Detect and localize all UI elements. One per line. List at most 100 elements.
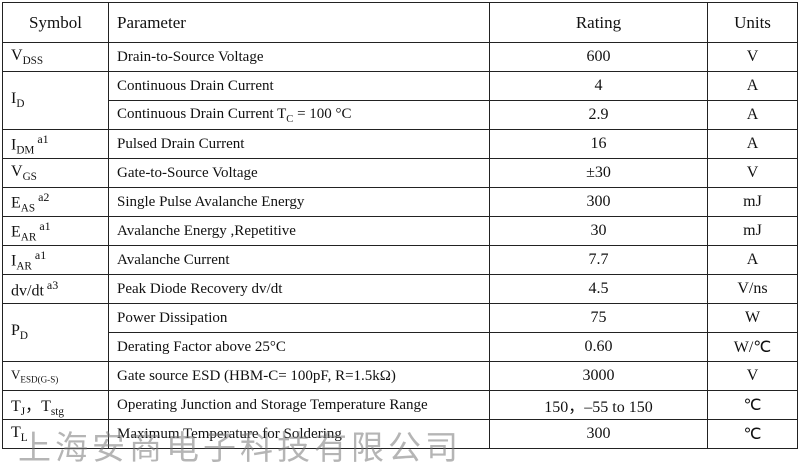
symbol-cell: ID: [2, 71, 109, 130]
rating-cell: 4: [489, 71, 708, 101]
units-cell: A: [707, 100, 798, 130]
text-sup: a2: [38, 189, 50, 204]
text-text: Peak Diode Recovery dv/dt: [117, 280, 283, 297]
rating-cell: 300: [489, 419, 708, 449]
rating-cell: 75: [489, 303, 708, 333]
text-sub: stg: [50, 406, 64, 419]
text-text: dv/dt: [11, 282, 44, 300]
parameter-cell: Continuous Drain Current TC = 100 °C: [108, 100, 490, 130]
text-sub: DM: [16, 144, 35, 157]
units-cell: A: [707, 129, 798, 159]
symbol-cell: TL: [2, 419, 109, 449]
text-text: P: [11, 322, 20, 340]
text-text: Derating Factor above 25°C: [117, 338, 286, 355]
text-sub: C: [286, 113, 294, 125]
parameter-cell: Avalanche Current: [108, 245, 490, 275]
text-sub: AR: [20, 231, 37, 244]
parameter-cell: Pulsed Drain Current: [108, 129, 490, 159]
text-text: Gate source ESD (HBM-C= 100pF, R=1.5kΩ): [117, 367, 396, 384]
parameter-cell: Avalanche Energy ,Repetitive: [108, 216, 490, 246]
units-cell: V/ns: [707, 274, 798, 304]
symbol-cell: VESD(G-S): [2, 361, 109, 391]
symbol-cell: IDMa1: [2, 129, 109, 159]
row: TJ，Tstg Operating Junction and Storage Te…: [2, 390, 798, 420]
parameter-cell: Derating Factor above 25°C: [108, 332, 490, 362]
text-sub: AR: [16, 260, 32, 273]
units-cell: V: [707, 158, 798, 188]
rating-cell: 30: [489, 216, 708, 246]
row: Derating Factor above 25°C 0.60 W/℃: [3, 332, 798, 362]
rating-cell: ±30: [489, 158, 708, 188]
units-cell: ℃: [707, 390, 798, 420]
header-cell: Symbol: [2, 2, 109, 43]
row: VGS Gate-to-Source Voltage ±30 V: [2, 158, 798, 188]
text-sub: J: [20, 406, 26, 419]
text-sub: DSS: [22, 55, 44, 68]
text-sub: D: [19, 330, 28, 343]
rating-cell: 4.5: [489, 274, 708, 304]
rating-cell: 3000: [489, 361, 708, 391]
symbol-cell: PD: [2, 303, 109, 362]
symbol-cell: IARa1: [2, 245, 109, 275]
rating-cell: 2.9: [489, 100, 708, 130]
row: VESD(G-S) Gate source ESD (HBM-C= 100pF, …: [2, 361, 798, 391]
symbol-cell: VGS: [2, 158, 109, 188]
text-sub: AS: [20, 202, 36, 215]
text-sup: a1: [39, 218, 51, 233]
text-sub: GS: [22, 171, 37, 184]
ratings-table: Symbol Parameter Rating Units VDSS Drain-to-S…: [2, 2, 798, 449]
text-sup: a1: [34, 247, 47, 262]
text-text: Operating Junction and Storage Temperatu…: [117, 396, 428, 413]
text-sub: L: [20, 432, 28, 445]
parameter-cell: Maximum Temperature for Soldering: [108, 419, 490, 449]
text-text: V: [11, 46, 23, 64]
parameter-cell: Gate source ESD (HBM-C= 100pF, R=1.5kΩ): [108, 361, 490, 391]
row: PD Power Dissipation 75 W: [2, 303, 798, 362]
units-cell: A: [707, 245, 798, 275]
row: dv/dt a3 Peak Diode Recovery dv/dt 4.5 V/ns: [2, 274, 798, 304]
text-text: Pulsed Drain Current: [117, 135, 245, 152]
row: Continuous Drain Current TC = 100 °C 2.9 A: [3, 100, 798, 130]
row: TL Maximum Temperature for Soldering 300 ℃: [2, 419, 798, 449]
parameter-cell: Drain-to-Source Voltage: [108, 42, 490, 72]
rating-cell: 300: [489, 187, 708, 217]
text-text: I: [11, 252, 17, 270]
units-cell: W/℃: [707, 332, 798, 362]
rating-cell: 0.60: [489, 332, 708, 362]
header-cell: Units: [707, 2, 798, 43]
symbol-cell: EASa2: [2, 187, 109, 217]
text-text: T: [11, 397, 21, 415]
symbol-cell: VDSS: [2, 42, 109, 72]
rating-cell: 150，–55 to 150: [489, 390, 708, 420]
row: VDSS Drain-to-Source Voltage 600 V: [2, 42, 798, 72]
parameter-cell: Gate-to-Source Voltage: [108, 158, 490, 188]
text-text: I: [11, 90, 17, 108]
text-text: Drain-to-Source Voltage: [117, 48, 264, 65]
text-text: Power Dissipation: [117, 309, 228, 326]
text-text: Continuous Drain Current: [117, 77, 274, 94]
text-text: Avalanche Current: [117, 251, 230, 268]
text-sub: D: [16, 98, 25, 111]
text-text: Continuous Drain Current T: [117, 105, 287, 122]
text-sup: a1: [37, 131, 49, 146]
text-text: = 100 °C: [293, 105, 352, 122]
text-text: Gate-to-Source Voltage: [117, 164, 258, 181]
symbol-cell: TJ，Tstg: [2, 390, 109, 420]
units-cell: A: [707, 71, 798, 101]
text-text: V: [11, 367, 21, 383]
row: IDMa1 Pulsed Drain Current 16 A: [2, 129, 798, 159]
row: EARa1 Avalanche Energy ,Repetitive 30 mJ: [2, 216, 798, 246]
header-cell: Rating: [489, 2, 708, 43]
text-text: ，T: [25, 397, 51, 415]
row: IARa1 Avalanche Current 7.7 A: [2, 245, 798, 275]
parameter-cell: Operating Junction and Storage Temperatu…: [108, 390, 490, 420]
text-sup: a3: [46, 277, 59, 292]
rating-cell: 600: [489, 42, 708, 72]
symbol-cell: dv/dt a3: [2, 274, 109, 304]
row: EASa2 Single Pulse Avalanche Energy 300 mJ: [2, 187, 798, 217]
units-cell: V: [707, 42, 798, 72]
parameter-cell: Peak Diode Recovery dv/dt: [108, 274, 490, 304]
text-sub: ESD(G-S): [20, 374, 59, 385]
rating-cell: 16: [489, 129, 708, 159]
text-text: Single Pulse Avalanche Energy: [117, 193, 305, 210]
